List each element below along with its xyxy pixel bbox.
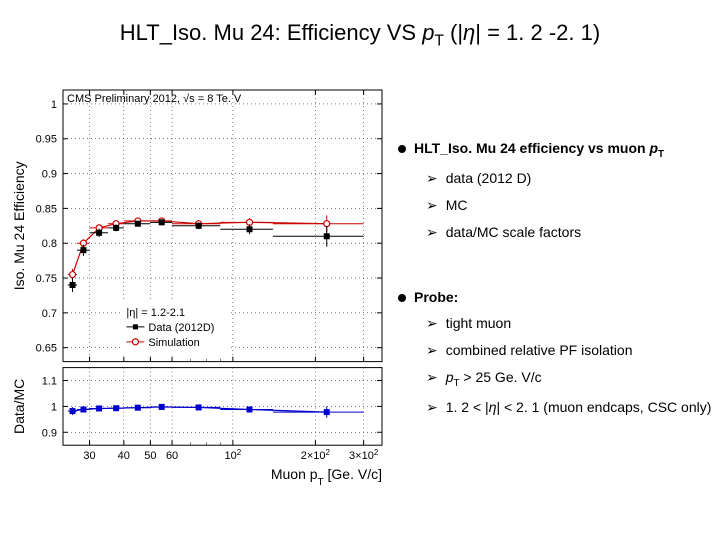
section2-item: ➢ tight muon bbox=[426, 315, 716, 332]
section2-item: ➢ pT > 25 Ge. V/c bbox=[426, 369, 716, 389]
svg-text:CMS Preliminary 2012, √s = 8: CMS Preliminary 2012, √s = 8 Te. V bbox=[67, 93, 242, 105]
svg-text:1: 1 bbox=[51, 401, 57, 413]
section2-item-text: combined relative PF isolation bbox=[446, 342, 633, 359]
svg-text:Iso. Mu 24 Efficiency: Iso. Mu 24 Efficiency bbox=[11, 161, 27, 290]
section1-item-text: data/MC scale factors bbox=[446, 224, 581, 241]
section2-item: ➢ combined relative PF isolation bbox=[426, 342, 716, 359]
svg-text:0.85: 0.85 bbox=[36, 203, 57, 215]
bullet-section2: Probe: bbox=[398, 289, 716, 305]
svg-text:2×102: 2×102 bbox=[301, 448, 331, 463]
svg-text:40: 40 bbox=[118, 450, 130, 462]
arrow-icon: ➢ bbox=[426, 399, 438, 416]
svg-text:Data/MC: Data/MC bbox=[11, 379, 27, 434]
arrow-icon: ➢ bbox=[426, 197, 438, 214]
section1-heading: HLT_Iso. Mu 24 efficiency vs muon pT bbox=[414, 140, 664, 160]
svg-text:0.8: 0.8 bbox=[42, 238, 57, 250]
section1-item-text: data (2012 D) bbox=[446, 170, 532, 187]
svg-text:1.1: 1.1 bbox=[42, 376, 57, 388]
section2-item-text: 1. 2 < |η| < 2. 1 (muon endcaps, CSC onl… bbox=[446, 399, 712, 416]
svg-text:60: 60 bbox=[166, 450, 178, 462]
section2-heading: Probe: bbox=[414, 289, 458, 305]
svg-text:0.75: 0.75 bbox=[36, 273, 57, 285]
disc-icon bbox=[398, 294, 406, 302]
svg-text:0.9: 0.9 bbox=[42, 427, 57, 439]
svg-text:Muon pT [Ge. V/c]: Muon pT [Ge. V/c] bbox=[271, 466, 382, 488]
arrow-icon: ➢ bbox=[426, 342, 438, 359]
section2-item: ➢ 1. 2 < |η| < 2. 1 (muon endcaps, CSC o… bbox=[426, 399, 716, 416]
efficiency-chart: CMS Preliminary 2012, √s = 8 Te. V 0.65 0.… bbox=[8, 80, 388, 520]
svg-text:0.9: 0.9 bbox=[42, 169, 57, 181]
section2-item-text: pT > 25 Ge. V/c bbox=[446, 369, 542, 389]
svg-text:50: 50 bbox=[144, 450, 156, 462]
svg-text:30: 30 bbox=[83, 450, 95, 462]
svg-text:0.7: 0.7 bbox=[42, 308, 57, 320]
svg-text:0.65: 0.65 bbox=[36, 343, 57, 355]
section1-item: ➢ MC bbox=[426, 197, 716, 214]
svg-text:102: 102 bbox=[225, 448, 242, 463]
arrow-icon: ➢ bbox=[426, 224, 438, 241]
section1-item: ➢ data (2012 D) bbox=[426, 170, 716, 187]
svg-text:|η| = 1.2-2.1: |η| = 1.2-2.1 bbox=[126, 307, 185, 319]
section1-item-text: MC bbox=[446, 197, 468, 214]
disc-icon bbox=[398, 145, 406, 153]
svg-text:0.95: 0.95 bbox=[36, 134, 57, 146]
svg-text:Simulation: Simulation bbox=[148, 337, 199, 349]
svg-text:3×102: 3×102 bbox=[349, 448, 379, 463]
svg-text:1: 1 bbox=[51, 99, 57, 111]
arrow-icon: ➢ bbox=[426, 315, 438, 332]
section2-item-text: tight muon bbox=[446, 315, 511, 332]
text-panel: HLT_Iso. Mu 24 efficiency vs muon pT ➢ d… bbox=[398, 140, 716, 426]
arrow-icon: ➢ bbox=[426, 170, 438, 187]
bullet-section1: HLT_Iso. Mu 24 efficiency vs muon pT bbox=[398, 140, 716, 160]
arrow-icon: ➢ bbox=[426, 369, 438, 389]
slide-title: HLT_Iso. Mu 24: Efficiency VS pT (|η| = … bbox=[0, 20, 720, 50]
section1-item: ➢ data/MC scale factors bbox=[426, 224, 716, 241]
svg-text:Data (2012D): Data (2012D) bbox=[148, 322, 214, 334]
